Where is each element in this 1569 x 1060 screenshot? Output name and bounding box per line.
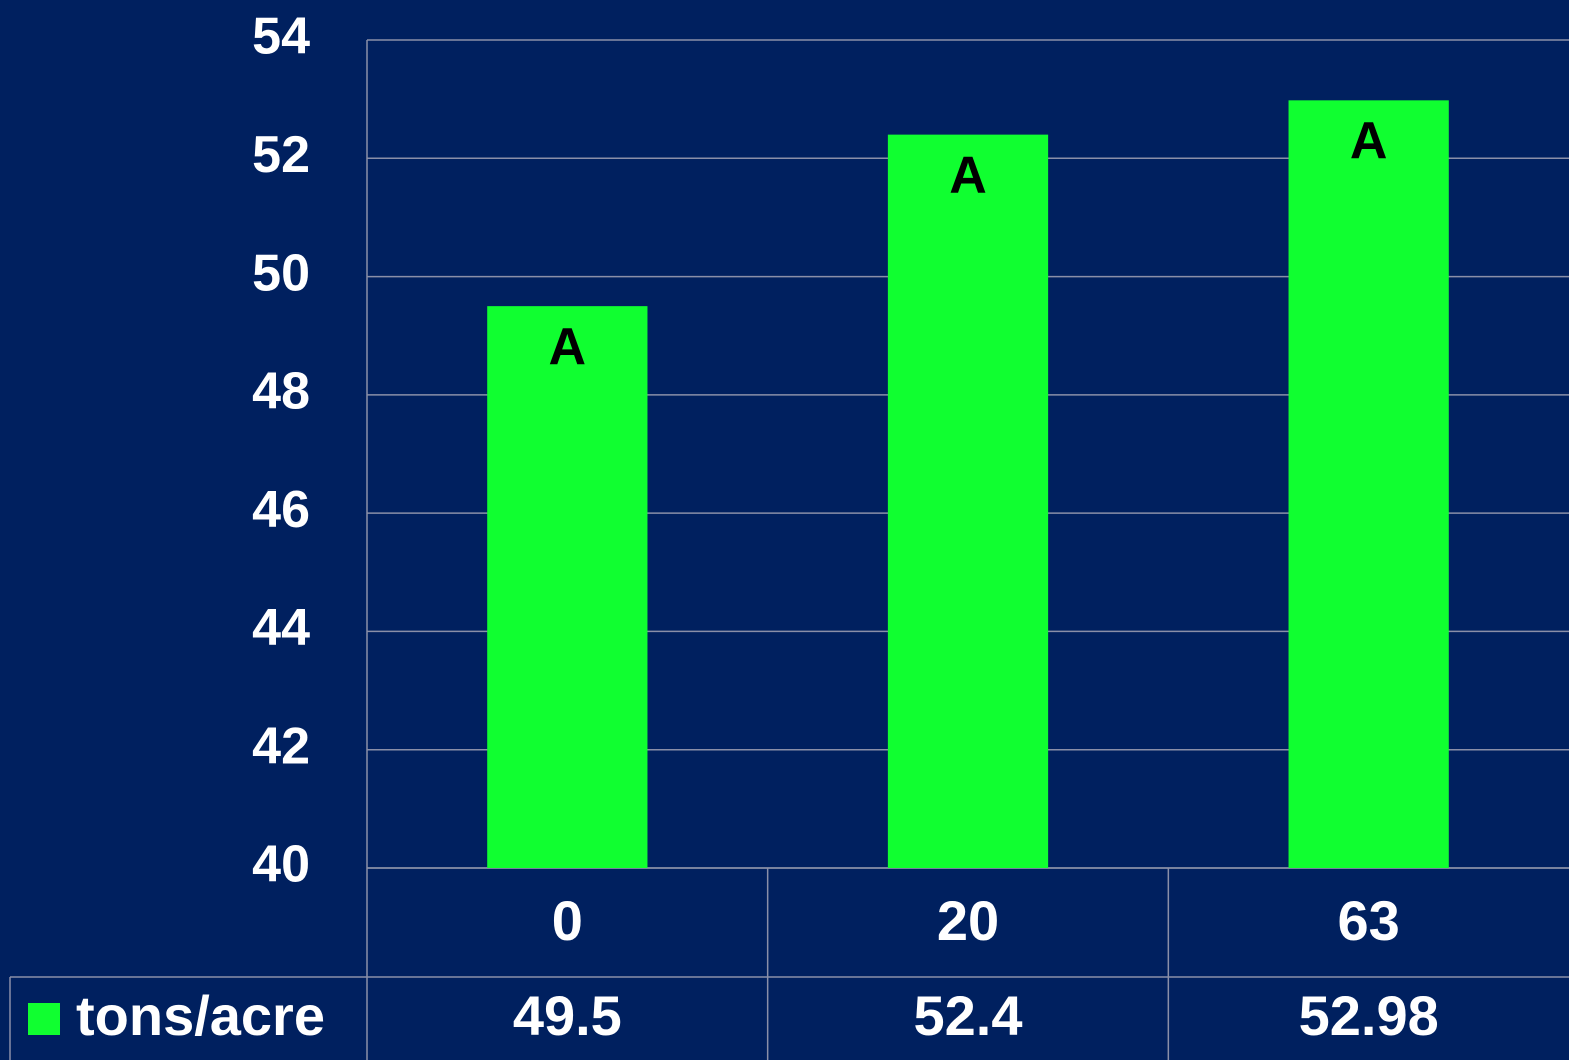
legend-swatch (28, 1003, 60, 1035)
bar (1288, 100, 1449, 869)
y-tick-label: 48 (252, 363, 310, 421)
y-tick-label: 44 (252, 599, 310, 657)
y-tick-label: 46 (252, 481, 310, 539)
y-tick-label: 40 (252, 836, 310, 894)
legend-label: tons/acre (76, 984, 325, 1047)
bar-annotation: A (949, 146, 987, 204)
table-value: 52.98 (1299, 984, 1439, 1047)
y-tick-label: 54 (252, 8, 310, 66)
bar-annotation: A (1350, 112, 1388, 170)
bar (887, 134, 1049, 869)
table-value: 52.4 (914, 984, 1023, 1047)
bar (487, 306, 648, 869)
bar-annotation: A (549, 318, 587, 376)
x-tick-label: 0 (552, 889, 583, 952)
y-tick-label: 50 (252, 244, 310, 302)
table-value: 49.5 (513, 984, 622, 1047)
y-tick-label: 42 (252, 717, 310, 775)
x-tick-label: 63 (1338, 889, 1400, 952)
x-tick-label: 20 (937, 889, 999, 952)
y-tick-label: 52 (252, 126, 310, 184)
